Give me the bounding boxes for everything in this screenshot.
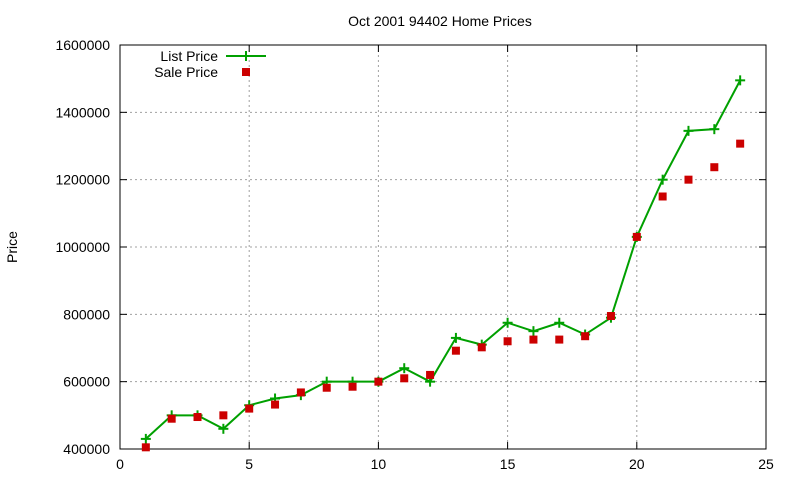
x-tick-label: 10 xyxy=(371,456,387,472)
sale-price-point xyxy=(658,192,667,201)
list-price-point xyxy=(399,363,410,374)
sale-price-point xyxy=(477,343,486,352)
x-tick-label: 0 xyxy=(116,456,124,472)
sale-price-point xyxy=(684,175,693,184)
sale-price-point xyxy=(271,400,280,409)
sale-price-point xyxy=(736,139,745,148)
sale-price-point xyxy=(322,383,331,392)
list-price-point xyxy=(218,423,229,434)
list-price-point xyxy=(140,433,151,444)
y-tick-label: 600000 xyxy=(63,374,110,390)
sale-price-point xyxy=(167,414,176,423)
legend-plus-marker xyxy=(241,51,251,61)
sale-price-point xyxy=(581,332,590,341)
sale-price-point xyxy=(193,413,202,422)
x-tick-label: 20 xyxy=(629,456,645,472)
sale-price-point xyxy=(555,335,564,344)
list-price-point xyxy=(709,124,720,135)
sale-price-point xyxy=(426,370,435,379)
list-price-point xyxy=(554,317,565,328)
sale-price-point xyxy=(245,404,254,413)
sale-price-point xyxy=(400,374,409,383)
sale-price-point xyxy=(606,312,615,321)
sale-price-point xyxy=(296,388,305,397)
sale-price-point xyxy=(529,335,538,344)
y-tick-label: 400000 xyxy=(63,441,110,457)
list-price-point xyxy=(683,125,694,136)
grid-lines xyxy=(120,45,766,449)
x-tick-label: 5 xyxy=(245,456,253,472)
list-price-point xyxy=(735,75,746,86)
y-tick-label: 1600000 xyxy=(55,37,110,53)
legend-label: List Price xyxy=(160,48,218,64)
y-tick-label: 1200000 xyxy=(55,172,110,188)
sale-price-point xyxy=(374,377,383,386)
x-tick-label: 15 xyxy=(500,456,516,472)
legend-square-marker xyxy=(242,68,250,76)
sale-price-point xyxy=(219,411,228,420)
legend-label: Sale Price xyxy=(154,64,218,80)
y-tick-label: 800000 xyxy=(63,306,110,322)
axis-ticks: 0 5 10 15 20 25 400000 600000 800000 1000000 12000… xyxy=(55,37,774,472)
sale-price-point xyxy=(451,346,460,355)
list-price-point xyxy=(502,317,513,328)
sale-price-point xyxy=(503,337,512,346)
y-axis-label: Price xyxy=(4,231,20,263)
list-price-point xyxy=(528,326,539,337)
sale-price-point xyxy=(141,443,150,452)
y-tick-label: 1000000 xyxy=(55,239,110,255)
sale-price-point xyxy=(632,232,641,241)
data-series xyxy=(140,75,746,452)
sale-price-point xyxy=(348,382,357,391)
y-tick-label: 1400000 xyxy=(55,104,110,120)
chart-title: Oct 2001 94402 Home Prices xyxy=(348,13,532,29)
sale-price-point xyxy=(710,163,719,172)
list-price-point xyxy=(450,332,461,343)
list-price-line xyxy=(145,79,742,440)
list-price-point xyxy=(657,174,668,185)
x-tick-label: 25 xyxy=(758,456,774,472)
